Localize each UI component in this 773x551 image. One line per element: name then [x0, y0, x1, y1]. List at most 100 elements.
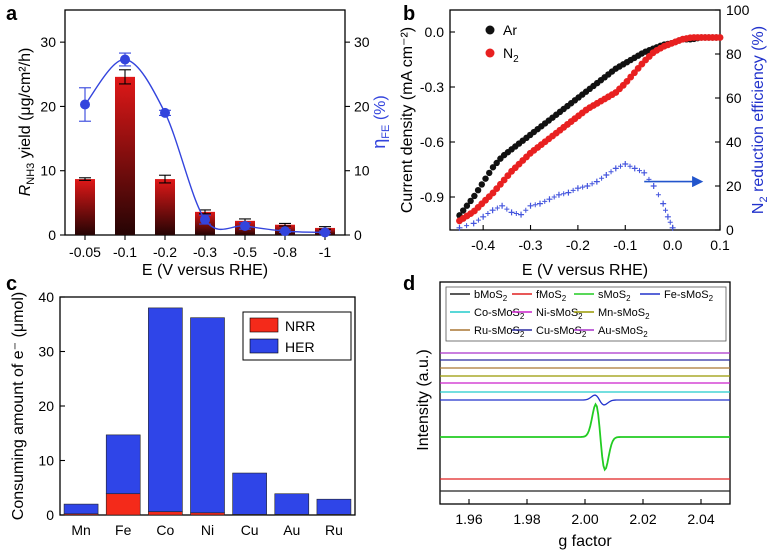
- c-xtick-label: Co: [156, 522, 174, 538]
- panel-d-chart: 1.96 1.98 2.00 2.02 2.04 g factor Intensity …: [415, 281, 731, 550]
- b-fe-point: [555, 191, 562, 198]
- b-ytick-label: -0.9: [420, 189, 444, 205]
- a-fe-point: [160, 107, 170, 118]
- a-bar: [155, 179, 175, 235]
- a-ytick-label: 20: [40, 98, 56, 114]
- panel-c-ylabel: Consuming amount of e⁻ (μmol): [10, 292, 27, 520]
- b-fe-point: [551, 194, 557, 200]
- c-xtick-label: Cu: [241, 522, 259, 538]
- a-bar: [75, 179, 95, 235]
- legend-ar-label: Ar: [503, 22, 517, 38]
- c-bar-nrr: [316, 514, 352, 516]
- panel-label-c: c: [6, 273, 17, 295]
- b-n2-point: [716, 34, 724, 41]
- b-fe-point: [456, 224, 463, 231]
- d-legend-sub: 2: [582, 330, 587, 339]
- c-ytick-label: 30: [38, 344, 54, 360]
- legend-nrr-label: NRR: [285, 318, 315, 334]
- b-fe-point: [655, 192, 661, 198]
- d-legend-sub: 2: [503, 294, 508, 303]
- panel-b-xlabel: E (V versus RHE): [522, 262, 648, 279]
- b-fe-point: [561, 191, 567, 197]
- b-xtick-label: -0.4: [471, 237, 495, 253]
- legend-ar-marker: [485, 25, 495, 35]
- b-fe-point: [565, 189, 572, 196]
- b-y2tick-label: 80: [726, 46, 742, 62]
- a-xtick-label: -0.5: [233, 244, 257, 260]
- d-legend-name: bMoS: [474, 289, 503, 301]
- b-fe-point: [494, 205, 500, 211]
- d-legend-name: Ru-sMoS: [474, 325, 520, 337]
- a-xtick-label: -0.2: [153, 244, 177, 260]
- d-legend-name: Fe-sMoS: [664, 289, 709, 301]
- b-fe-point: [470, 220, 477, 227]
- panel-b-ylabel: Current density (mA cm⁻²): [399, 27, 416, 213]
- c-ytick-label: 40: [38, 289, 54, 305]
- b-fe-point: [485, 211, 491, 216]
- d-legend-label: fMoS2: [536, 289, 567, 303]
- legend-n2-marker: [485, 48, 495, 58]
- b-fe-point: [641, 169, 648, 176]
- a-ytick-label: 30: [40, 34, 56, 50]
- b-xtick-label: -0.3: [518, 237, 542, 253]
- d-legend-label: Ru-sMoS2: [474, 325, 525, 339]
- b-fe-point: [650, 183, 657, 189]
- b-fe-point: [603, 172, 610, 178]
- d-legend-label: Co-sMoS2: [474, 307, 525, 321]
- b-fe-point: [499, 202, 506, 209]
- d-legend-name: fMoS: [536, 289, 562, 301]
- b-ar-point: [493, 159, 500, 167]
- b-y2tick-label: 40: [726, 134, 742, 150]
- d-line-3: [440, 394, 730, 406]
- b-fe-point: [546, 196, 553, 203]
- b-fe-point: [580, 184, 586, 190]
- b-fe-point: [608, 169, 614, 175]
- c-bar-nrr: [148, 511, 183, 516]
- a-ytick-label: 0: [48, 227, 56, 243]
- b-fe-point: [537, 200, 543, 207]
- legend-n2-label: N2: [503, 45, 519, 65]
- d-legend-label: Mn-sMoS2: [598, 307, 650, 321]
- b-fe-point: [504, 206, 510, 212]
- d-legend-label: Fe-sMoS2: [664, 289, 714, 303]
- a-y2tick-label: 10: [354, 163, 370, 179]
- b-y2tick-label: 100: [726, 2, 750, 18]
- c-xtick-label: Ni: [201, 522, 214, 538]
- d-legend-sub: 2: [520, 312, 525, 321]
- c-bar-her: [274, 493, 310, 515]
- a-xtick-label: -0.8: [273, 244, 297, 260]
- panel-b-y2label: N2 reduction efficiency (%): [750, 26, 770, 214]
- b-fe-point: [627, 163, 633, 169]
- c-bar-her: [316, 498, 352, 515]
- a-fe-point: [320, 227, 330, 238]
- panel-label-d: d: [403, 273, 415, 295]
- d-legend-name: Co-sMoS: [474, 307, 520, 319]
- a-xtick-label: -0.3: [193, 244, 217, 260]
- a-ytick-label: 10: [40, 163, 56, 179]
- b-fe-point: [584, 183, 591, 189]
- b-fe-point: [589, 181, 595, 187]
- b-y2tick-label: 0: [726, 222, 734, 238]
- d-legend-name: Mn-sMoS: [598, 307, 645, 319]
- a-fe-point: [280, 226, 290, 237]
- a-y2tick-label: 30: [354, 34, 370, 50]
- c-bar-her: [63, 503, 99, 515]
- b-fe-point: [663, 207, 669, 213]
- d-legend-name: Cu-sMoS: [536, 325, 582, 337]
- d-xtick-label: 1.96: [455, 511, 482, 527]
- d-legend-sub: 2: [709, 294, 714, 303]
- b-fe-point: [599, 175, 605, 181]
- d-legend-label: sMoS2: [598, 289, 631, 303]
- b-xtick-label: 0.0: [663, 237, 683, 253]
- b-fe-point: [480, 213, 487, 220]
- b-fe-point: [660, 200, 667, 207]
- panel-d-xlabel: g factor: [558, 533, 612, 550]
- b-ar-point: [467, 197, 474, 205]
- d-xtick-label: 1.98: [513, 511, 540, 527]
- c-xtick-label: Fe: [115, 522, 132, 538]
- panel-a-chart: 0 0 10 10 20 20 30 30 -0.05 -0.1 -0.2 -0.3 -0.5 -0.8 -…: [17, 9, 392, 279]
- b-ar-point: [482, 175, 489, 182]
- c-ytick-label: 20: [38, 398, 54, 414]
- a-xtick-label: -1: [319, 244, 332, 260]
